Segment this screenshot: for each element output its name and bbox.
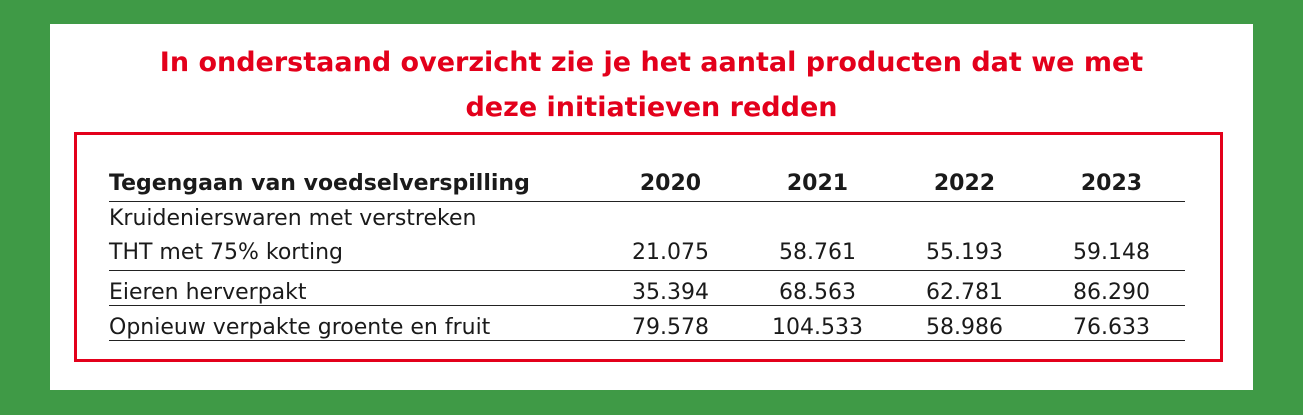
cell-value: 104.533 bbox=[744, 305, 891, 341]
header-year-2022: 2022 bbox=[891, 165, 1038, 202]
row-label-produce: Opnieuw verpakte groente en fruit bbox=[109, 305, 597, 341]
header-year-2020: 2020 bbox=[597, 165, 744, 202]
header-category: Tegengaan van voedselverspilling bbox=[109, 165, 597, 202]
cell-value: 55.193 bbox=[891, 201, 1038, 271]
row-label-eggs: Eieren herverpakt bbox=[109, 270, 597, 306]
cell-value: 35.394 bbox=[597, 270, 744, 306]
content-card: In onderstaand overzicht zie je het aant… bbox=[50, 24, 1253, 390]
row-label-groceries-line-2: THT met 75% korting bbox=[109, 240, 343, 265]
header-year-2021: 2021 bbox=[744, 165, 891, 202]
cell-value: 76.633 bbox=[1038, 305, 1185, 341]
cell-value: 59.148 bbox=[1038, 201, 1185, 271]
cell-value: 86.290 bbox=[1038, 270, 1185, 306]
cell-value: 68.563 bbox=[744, 270, 891, 306]
table-row: Opnieuw verpakte groente en fruit 79.578… bbox=[109, 305, 1185, 341]
cell-value: 21.075 bbox=[597, 201, 744, 271]
row-label-groceries: Kruidenierswaren met verstreken THT met 7… bbox=[109, 201, 597, 271]
page-title-line-2: deze initiatieven redden bbox=[465, 92, 838, 123]
food-waste-table: Tegengaan van voedselverspilling 2020 20… bbox=[109, 165, 1185, 341]
row-label-groceries-line-1: Kruidenierswaren met verstreken bbox=[109, 206, 477, 231]
header-year-2023: 2023 bbox=[1038, 165, 1185, 202]
table-row: Kruidenierswaren met verstreken THT met 7… bbox=[109, 201, 1185, 271]
cell-value: 62.781 bbox=[891, 270, 1038, 306]
table-frame: Tegengaan van voedselverspilling 2020 20… bbox=[74, 132, 1223, 362]
cell-value: 79.578 bbox=[597, 305, 744, 341]
page-title: In onderstaand overzicht zie je het aant… bbox=[50, 40, 1253, 130]
cell-value: 58.761 bbox=[744, 201, 891, 271]
cell-value: 58.986 bbox=[891, 305, 1038, 341]
table-row: Eieren herverpakt 35.394 68.563 62.781 8… bbox=[109, 270, 1185, 306]
page-title-line-1: In onderstaand overzicht zie je het aant… bbox=[159, 47, 1144, 78]
table-header-row: Tegengaan van voedselverspilling 2020 20… bbox=[109, 165, 1185, 202]
